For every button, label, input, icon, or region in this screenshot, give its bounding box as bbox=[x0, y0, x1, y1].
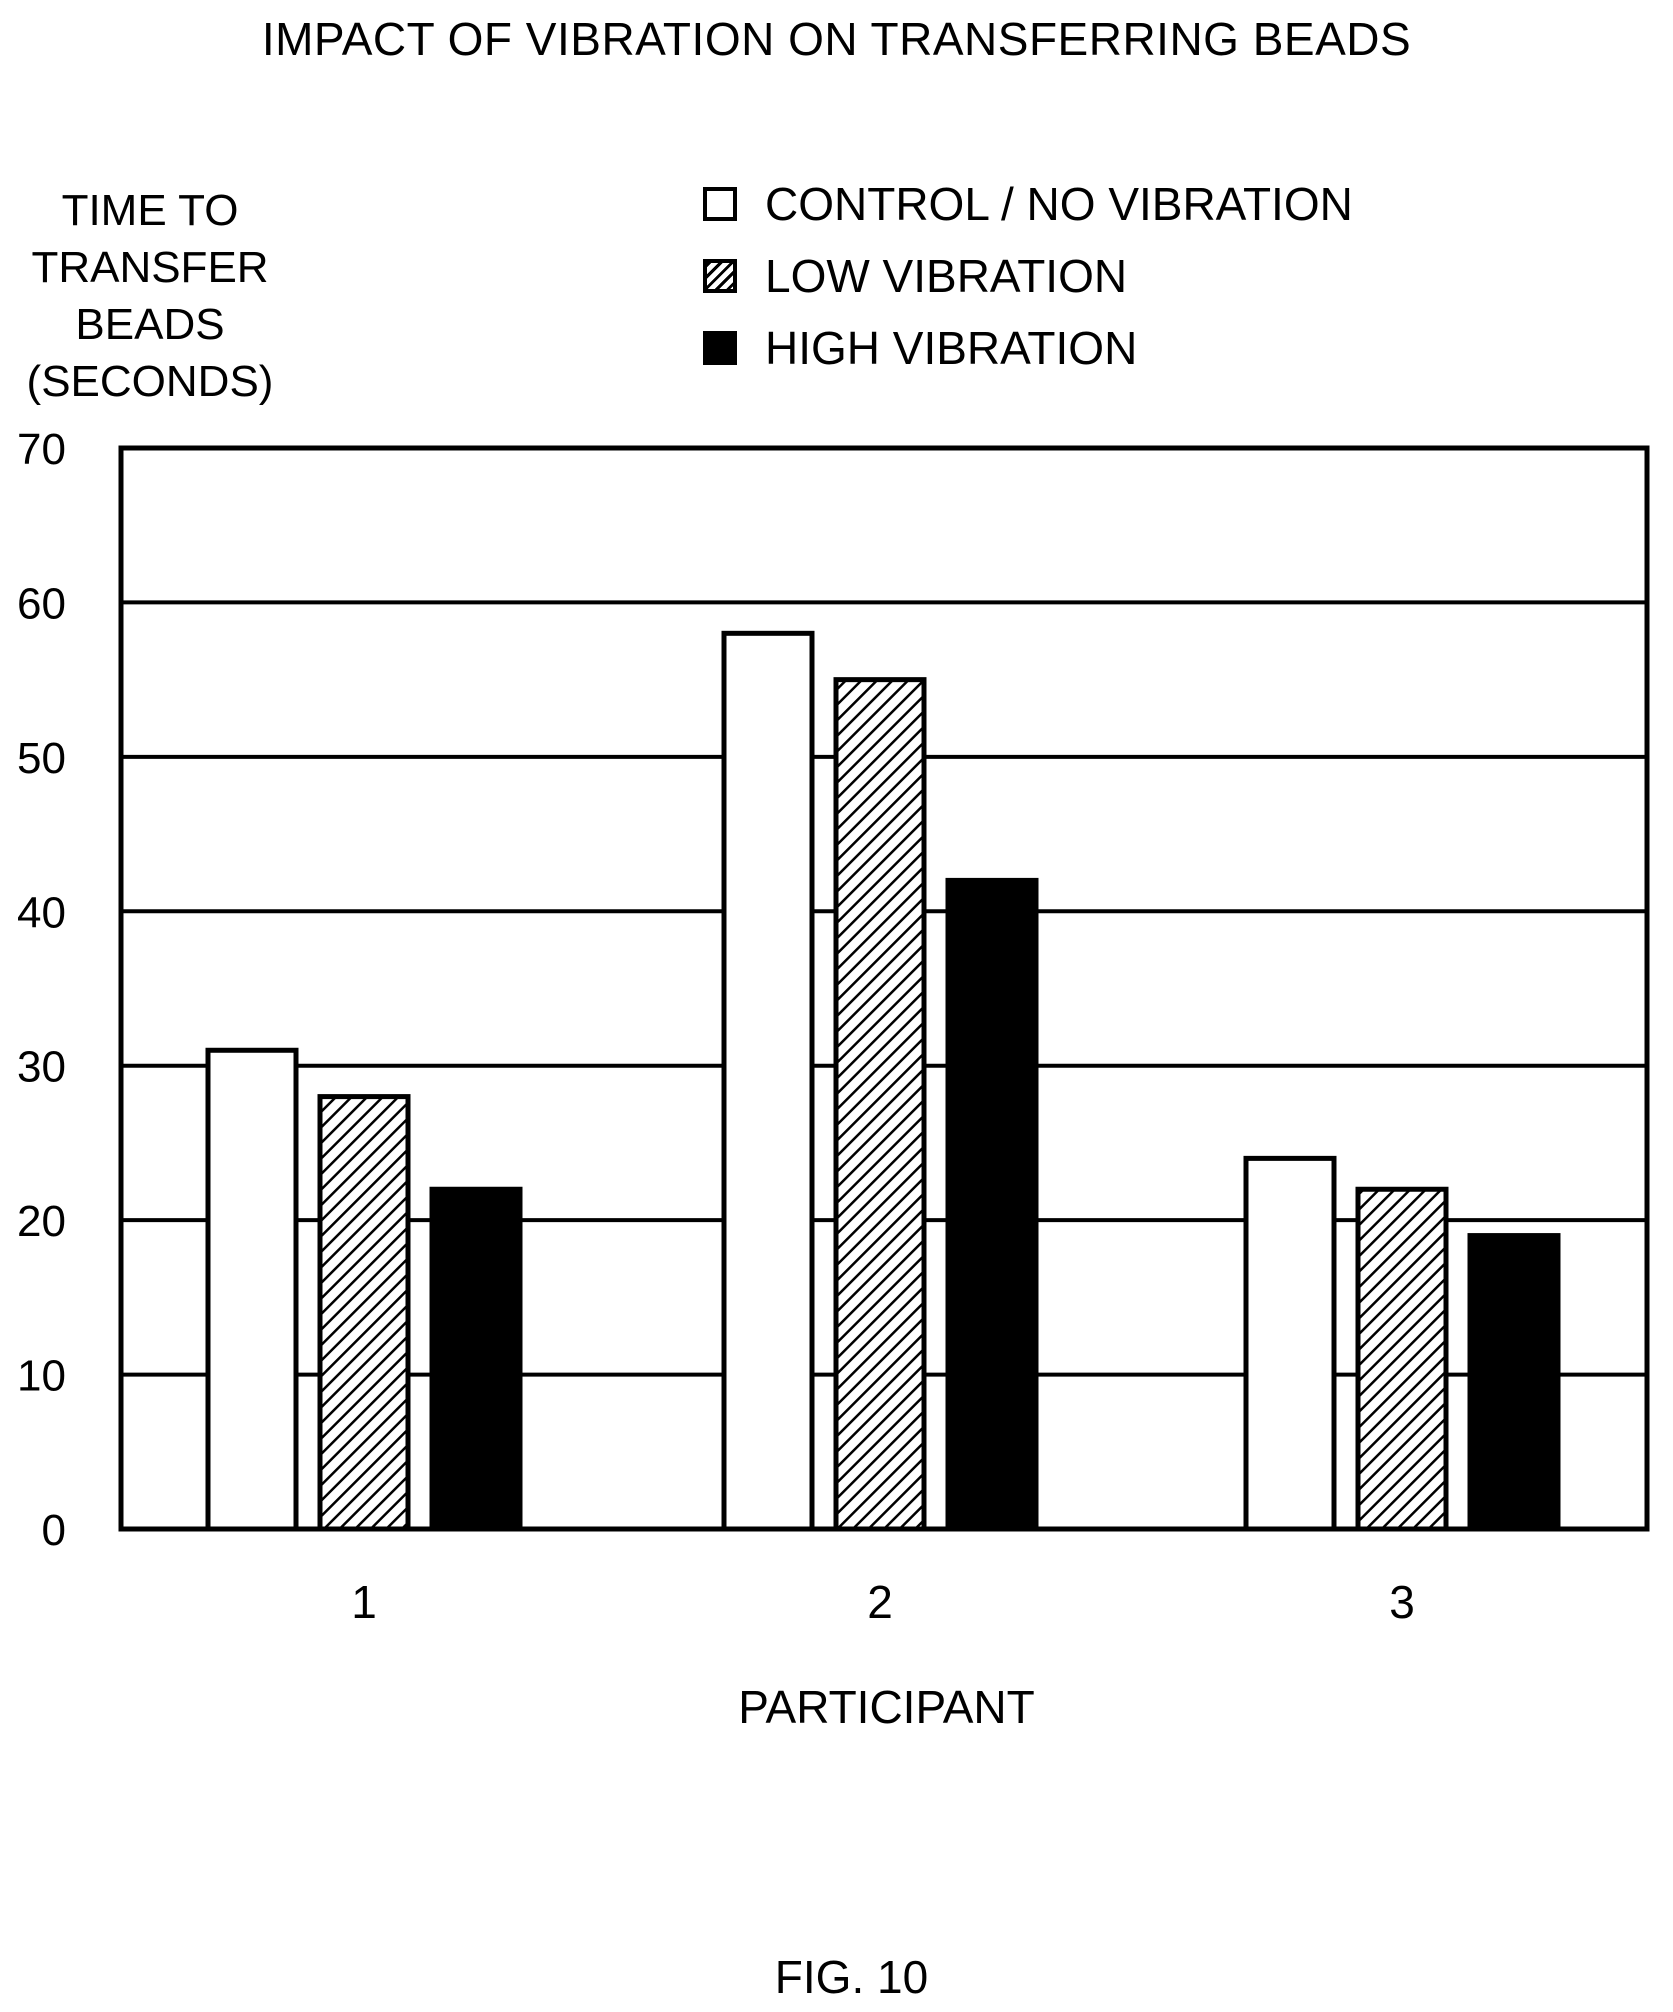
y-tick-label: 30 bbox=[17, 1043, 66, 1092]
bar-white-participant-2 bbox=[721, 630, 815, 1532]
chart-title: IMPACT OF VIBRATION ON TRANSFERRING BEAD… bbox=[261, 13, 1412, 65]
y-tick-label: 40 bbox=[17, 888, 66, 937]
y-tick-label: 20 bbox=[17, 1197, 66, 1246]
bar-white-participant-3 bbox=[1243, 1155, 1337, 1532]
legend-swatch-white bbox=[703, 187, 737, 221]
legend-item-low: LOW VIBRATION bbox=[703, 240, 1353, 312]
legend-swatch-black bbox=[703, 331, 737, 365]
bar-black-participant-1 bbox=[429, 1186, 523, 1532]
x-tick-label: 3 bbox=[1389, 1576, 1415, 1628]
bar-hatched-participant-3 bbox=[1355, 1186, 1449, 1532]
legend-label-low: LOW VIBRATION bbox=[765, 250, 1128, 302]
bar-black-participant-2 bbox=[945, 877, 1039, 1532]
y-tick-label: 60 bbox=[17, 579, 66, 628]
x-tick-label: 1 bbox=[351, 1576, 377, 1628]
y-tick-label: 0 bbox=[42, 1506, 66, 1555]
axes bbox=[118, 445, 1650, 1532]
bars bbox=[205, 630, 1561, 1532]
y-axis-label: TIME TO TRANSFER BEADS (SECONDS) bbox=[26, 186, 274, 406]
bar-white-participant-1 bbox=[205, 1047, 299, 1532]
y-tick-label: 70 bbox=[17, 425, 66, 474]
bar-hatched-participant-2 bbox=[833, 677, 927, 1532]
legend-label-high: HIGH VIBRATION bbox=[765, 322, 1138, 374]
legend-item-high: HIGH VIBRATION bbox=[703, 312, 1353, 384]
y-tick-label: 50 bbox=[17, 734, 66, 783]
legend-item-control: CONTROL / NO VIBRATION bbox=[703, 168, 1353, 240]
legend-label-control: CONTROL / NO VIBRATION bbox=[765, 178, 1353, 230]
y-tick-label: 10 bbox=[17, 1352, 66, 1401]
x-tick-label: 2 bbox=[867, 1576, 893, 1628]
x-axis-label: PARTICIPANT bbox=[738, 1681, 1035, 1733]
bar-black-participant-3 bbox=[1467, 1233, 1561, 1532]
tick-labels: 0 10 20 30 40 50 60 70 1 2 3 bbox=[17, 425, 1415, 1628]
plot-frame bbox=[118, 445, 1650, 1532]
legend-swatch-hatched bbox=[703, 259, 737, 293]
bar-hatched-participant-1 bbox=[317, 1094, 411, 1532]
legend: CONTROL / NO VIBRATION LOW VIBRATION HIG… bbox=[703, 168, 1353, 384]
figure-caption: FIG. 10 bbox=[774, 1951, 929, 2003]
